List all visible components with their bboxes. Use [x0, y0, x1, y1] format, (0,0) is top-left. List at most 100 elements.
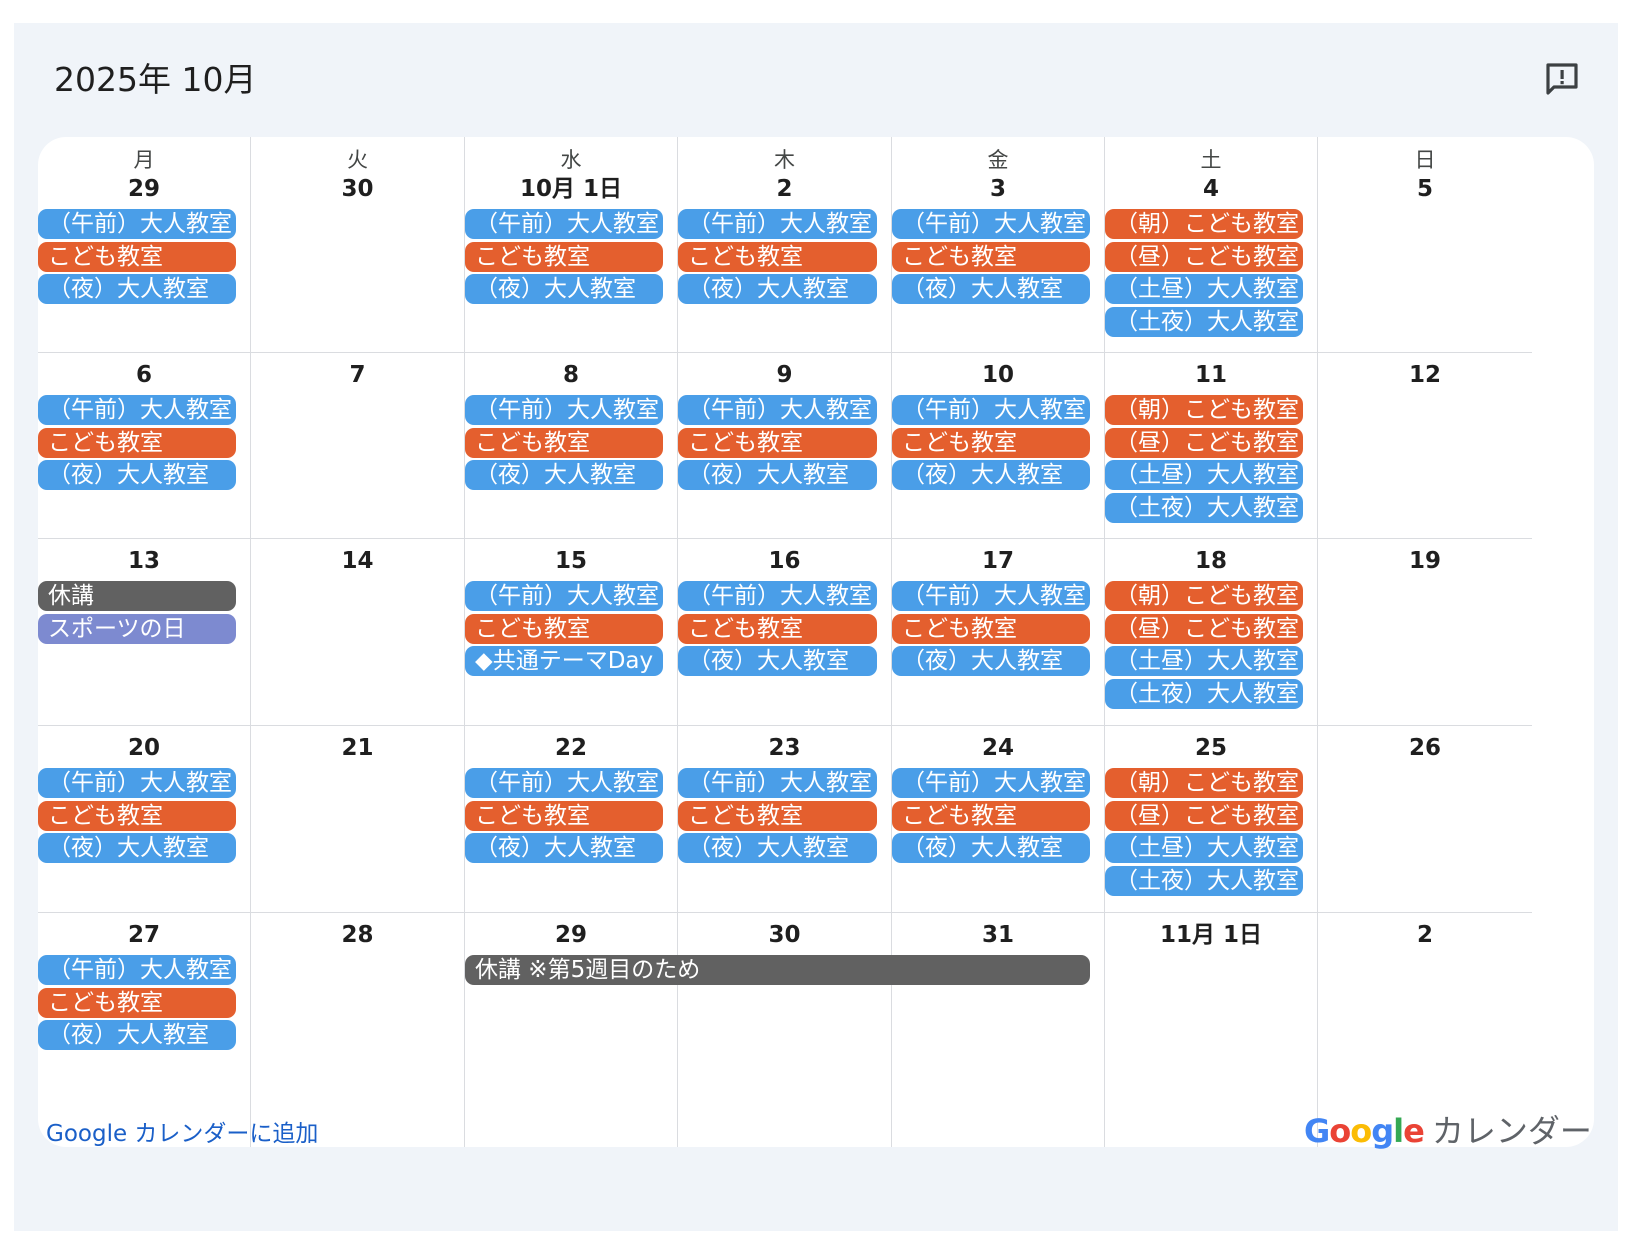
event-chip[interactable]: こども教室 — [465, 428, 663, 458]
event-chip[interactable]: （夜）大人教室 — [892, 646, 1090, 676]
event-chip[interactable]: こども教室 — [465, 242, 663, 272]
date-number[interactable]: 28 — [341, 922, 374, 948]
event-chip[interactable]: （夜）大人教室 — [678, 646, 877, 676]
event-chip[interactable]: こども教室 — [38, 988, 236, 1018]
date-number[interactable]: 7 — [349, 362, 366, 388]
event-chip[interactable]: （午前）大人教室 — [678, 209, 877, 239]
event-chip[interactable]: （夜）大人教室 — [38, 1020, 236, 1050]
event-chip[interactable]: ◆共通テーマDay — [465, 646, 663, 676]
day-cell[interactable]: 31 — [892, 913, 1105, 1147]
event-chip[interactable]: （昼）こども教室 — [1105, 614, 1303, 644]
event-chip[interactable]: （土夜）大人教室 — [1105, 866, 1303, 896]
day-cell[interactable]: 23 — [678, 726, 892, 913]
event-chip[interactable]: （夜）大人教室 — [465, 833, 663, 863]
event-chip[interactable]: （午前）大人教室 — [38, 768, 236, 798]
date-number[interactable]: 18 — [1194, 548, 1227, 574]
date-number[interactable]: 17 — [981, 548, 1014, 574]
day-cell[interactable]: 6 — [38, 353, 251, 539]
event-chip[interactable]: （夜）大人教室 — [892, 274, 1090, 304]
event-chip[interactable]: （昼）こども教室 — [1105, 801, 1303, 831]
feedback-icon[interactable] — [1542, 59, 1582, 99]
day-cell[interactable]: 28 — [251, 913, 465, 1147]
event-chip[interactable]: （夜）大人教室 — [892, 833, 1090, 863]
event-chip[interactable]: （午前）大人教室 — [892, 395, 1090, 425]
event-chip[interactable]: （夜）大人教室 — [678, 274, 877, 304]
event-chip[interactable]: （朝）こども教室 — [1105, 581, 1303, 611]
event-chip[interactable]: （夜）大人教室 — [678, 833, 877, 863]
event-chip[interactable]: （夜）大人教室 — [38, 460, 236, 490]
day-cell[interactable]: 27 — [38, 913, 251, 1147]
event-chip[interactable]: こども教室 — [678, 428, 877, 458]
event-chip[interactable]: （夜）大人教室 — [38, 833, 236, 863]
event-chip[interactable]: （朝）こども教室 — [1105, 768, 1303, 798]
date-number[interactable]: 8 — [562, 362, 579, 388]
event-chip[interactable]: こども教室 — [678, 801, 877, 831]
event-chip[interactable]: （午前）大人教室 — [678, 395, 877, 425]
date-number[interactable]: 5 — [1416, 176, 1433, 202]
event-chip[interactable]: こども教室 — [38, 801, 236, 831]
day-cell[interactable]: 10 — [892, 353, 1105, 539]
date-number[interactable]: 9 — [776, 362, 793, 388]
event-chip[interactable]: （土夜）大人教室 — [1105, 307, 1303, 337]
event-chip[interactable]: （午前）大人教室 — [465, 581, 663, 611]
date-number[interactable]: 24 — [981, 735, 1014, 761]
event-chip[interactable]: （土夜）大人教室 — [1105, 679, 1303, 709]
day-cell[interactable]: 24 — [892, 726, 1105, 913]
event-chip[interactable]: こども教室 — [892, 428, 1090, 458]
event-chip[interactable]: （午前）大人教室 — [38, 395, 236, 425]
date-number[interactable]: 10 — [981, 362, 1014, 388]
event-chip[interactable]: こども教室 — [892, 614, 1090, 644]
event-chip[interactable]: （夜）大人教室 — [465, 274, 663, 304]
date-number[interactable]: 4 — [1202, 176, 1219, 202]
event-chip[interactable]: （午前）大人教室 — [38, 955, 236, 985]
event-chip[interactable]: こども教室 — [465, 801, 663, 831]
event-chip[interactable]: （土昼）大人教室 — [1105, 274, 1303, 304]
event-chip[interactable]: こども教室 — [465, 614, 663, 644]
event-chip[interactable]: こども教室 — [678, 242, 877, 272]
event-chip[interactable]: （午前）大人教室 — [678, 581, 877, 611]
date-number[interactable]: 31 — [981, 922, 1014, 948]
event-chip[interactable]: （夜）大人教室 — [465, 460, 663, 490]
event-chip[interactable]: 休講 ※第5週目のため — [465, 955, 1090, 985]
day-cell[interactable]: 16 — [678, 539, 892, 726]
event-chip[interactable]: （午前）大人教室 — [465, 209, 663, 239]
event-chip[interactable]: （土夜）大人教室 — [1105, 493, 1303, 523]
day-cell[interactable]: 17 — [892, 539, 1105, 726]
date-number[interactable]: 29 — [127, 176, 160, 202]
date-number[interactable]: 26 — [1408, 735, 1441, 761]
event-chip[interactable]: こども教室 — [678, 614, 877, 644]
event-chip[interactable]: （夜）大人教室 — [678, 460, 877, 490]
date-number[interactable]: 22 — [554, 735, 587, 761]
event-chip[interactable]: （土昼）大人教室 — [1105, 460, 1303, 490]
day-cell[interactable]: 火 30 — [251, 137, 465, 353]
day-cell[interactable]: 21 — [251, 726, 465, 913]
date-number[interactable]: 13 — [127, 548, 160, 574]
event-chip[interactable]: （午前）大人教室 — [465, 395, 663, 425]
day-cell[interactable]: 29 — [465, 913, 678, 1147]
event-chip[interactable]: （昼）こども教室 — [1105, 428, 1303, 458]
date-number[interactable]: 15 — [554, 548, 587, 574]
event-chip[interactable]: こども教室 — [38, 242, 236, 272]
date-number[interactable]: 14 — [341, 548, 374, 574]
day-cell[interactable]: 2 — [1318, 913, 1532, 1147]
day-cell[interactable]: 9 — [678, 353, 892, 539]
event-chip[interactable]: （昼）こども教室 — [1105, 242, 1303, 272]
event-chip[interactable]: こども教室 — [892, 801, 1090, 831]
event-chip[interactable]: （土昼）大人教室 — [1105, 646, 1303, 676]
event-chip[interactable]: （午前）大人教室 — [678, 768, 877, 798]
day-cell[interactable]: 18 — [1105, 539, 1318, 726]
date-number[interactable]: 3 — [989, 176, 1006, 202]
day-cell[interactable]: 11 — [1105, 353, 1318, 539]
date-number[interactable]: 16 — [768, 548, 801, 574]
event-chip[interactable]: （午前）大人教室 — [38, 209, 236, 239]
day-cell[interactable]: 月 29 — [38, 137, 251, 353]
date-number[interactable]: 10月 1日 — [519, 176, 623, 202]
date-number[interactable]: 2 — [1416, 922, 1433, 948]
event-chip[interactable]: （朝）こども教室 — [1105, 209, 1303, 239]
event-chip[interactable]: （土昼）大人教室 — [1105, 833, 1303, 863]
event-chip[interactable]: スポーツの日 — [38, 614, 236, 644]
date-number[interactable]: 29 — [554, 922, 587, 948]
